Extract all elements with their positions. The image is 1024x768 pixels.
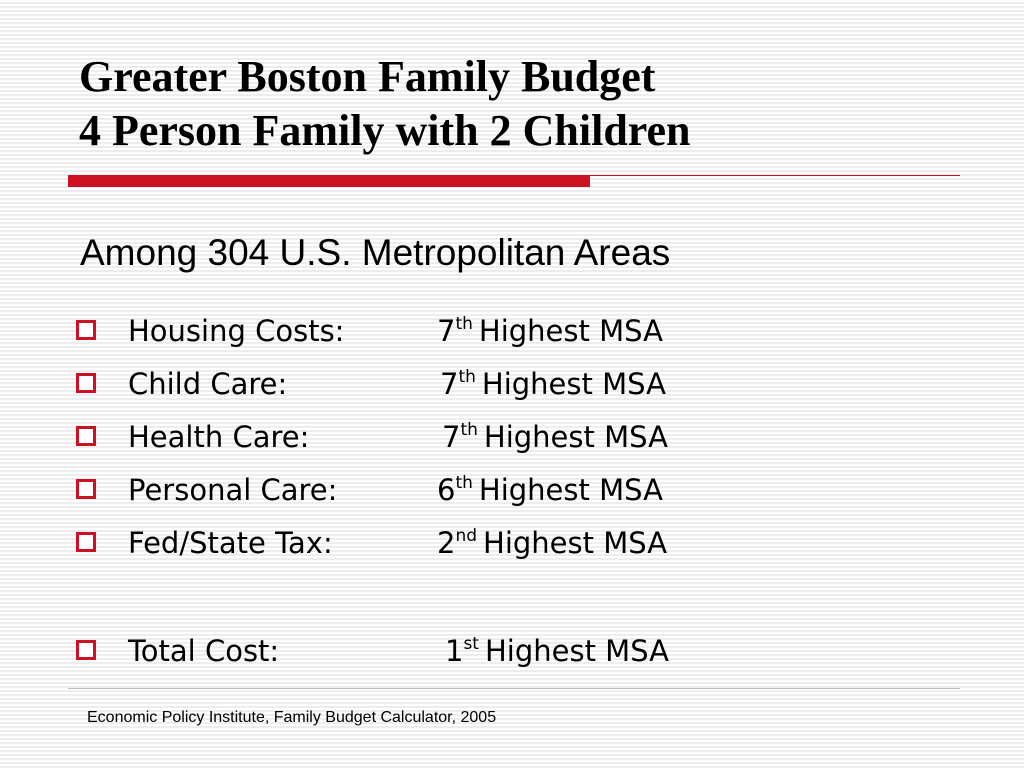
list-item-fed-state-tax: Fed/State Tax: 2nd Highest MSA [74, 517, 974, 570]
rank-text: Highest MSA [478, 473, 663, 507]
rank-text: Highest MSA [478, 314, 663, 348]
hollow-square-icon [76, 373, 96, 393]
rank-text: Highest MSA [484, 634, 669, 668]
list-item-label: Personal Care: [128, 473, 338, 507]
list-item-housing: Housing Costs: 7th Highest MSA [74, 305, 974, 358]
list-item-label: Child Care: [128, 367, 288, 401]
rank-text: Highest MSA [483, 420, 668, 454]
list-item-rank: 7th Highest MSA [440, 358, 666, 411]
title-underline-thin [590, 175, 960, 176]
rank-suffix: th [455, 314, 473, 334]
hollow-square-icon [76, 320, 96, 340]
footer-divider [68, 688, 960, 689]
slide-title-line-1: Greater Boston Family Budget [79, 52, 656, 101]
rank-text: Highest MSA [483, 526, 668, 560]
rank-suffix: th [460, 420, 478, 440]
slide-title-line-2: 4 Person Family with 2 Children [79, 106, 691, 155]
list-item-rank: 7th Highest MSA [442, 411, 668, 464]
rank-number: 7 [437, 314, 456, 348]
list-item-rank: 7th Highest MSA [437, 305, 663, 358]
rank-suffix: nd [455, 526, 478, 546]
slide-title: Greater Boston Family Budget 4 Person Fa… [79, 50, 691, 158]
rank-suffix: th [455, 473, 473, 493]
list-item-child-care: Child Care: 7th Highest MSA [74, 358, 974, 411]
source-citation: Economic Policy Institute, Family Budget… [87, 709, 497, 726]
hollow-square-icon [76, 479, 96, 499]
slide-subtitle: Among 304 U.S. Metropolitan Areas [80, 232, 671, 273]
rank-number: 7 [442, 420, 461, 454]
ranking-list: Housing Costs: 7th Highest MSA Child Care… [74, 305, 974, 678]
list-item-rank: 6th Highest MSA [437, 464, 663, 517]
rank-number: 7 [440, 367, 459, 401]
title-underline-thick [68, 175, 590, 187]
hollow-square-icon [76, 640, 96, 660]
list-item-rank: 2nd Highest MSA [437, 517, 667, 570]
list-item-rank: 1st Highest MSA [445, 625, 669, 678]
rank-number: 2 [437, 526, 456, 560]
rank-text: Highest MSA [481, 367, 666, 401]
list-item-personal-care: Personal Care: 6th Highest MSA [74, 464, 974, 517]
hollow-square-icon [76, 426, 96, 446]
rank-number: 1 [445, 634, 464, 668]
list-item-health-care: Health Care: 7th Highest MSA [74, 411, 974, 464]
hollow-square-icon [76, 532, 96, 552]
rank-number: 6 [437, 473, 456, 507]
list-item-total-cost: Total Cost: 1st Highest MSA [74, 625, 974, 678]
rank-suffix: th [458, 367, 476, 387]
rank-suffix: st [463, 634, 479, 654]
list-item-label: Total Cost: [128, 634, 280, 668]
list-item-label: Fed/State Tax: [128, 526, 333, 560]
list-item-label: Housing Costs: [128, 314, 345, 348]
list-item-label: Health Care: [128, 420, 310, 454]
